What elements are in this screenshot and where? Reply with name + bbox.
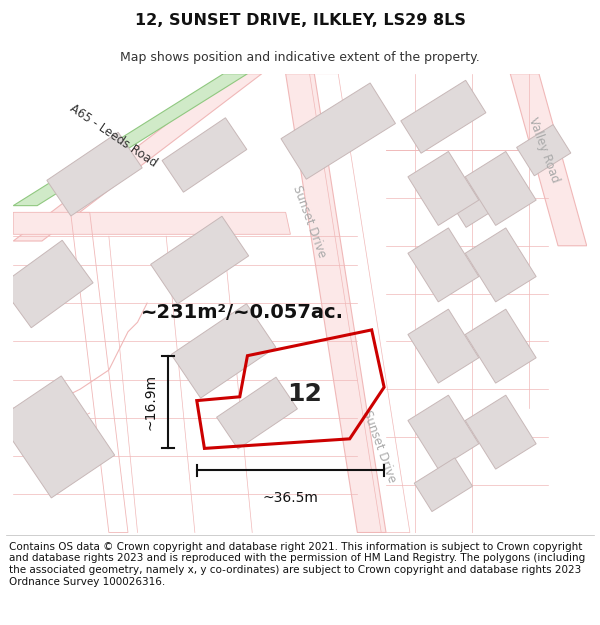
Text: Valley Road: Valley Road [526,116,562,184]
Text: Sunset Drive: Sunset Drive [360,409,398,484]
Polygon shape [408,151,479,226]
Polygon shape [448,169,515,228]
Polygon shape [13,213,290,234]
Polygon shape [408,395,479,469]
Text: 12, SUNSET DRIVE, ILKLEY, LS29 8LS: 12, SUNSET DRIVE, ILKLEY, LS29 8LS [134,13,466,28]
Polygon shape [162,118,247,192]
Text: Contains OS data © Crown copyright and database right 2021. This information is : Contains OS data © Crown copyright and d… [9,542,585,586]
Polygon shape [408,309,479,383]
Polygon shape [465,395,536,469]
Polygon shape [401,80,486,153]
Polygon shape [171,304,276,398]
Text: Map shows position and indicative extent of the property.: Map shows position and indicative extent… [120,51,480,64]
Text: 12: 12 [287,382,322,406]
Polygon shape [13,74,262,241]
Polygon shape [414,458,472,511]
Polygon shape [0,376,115,498]
Polygon shape [47,132,142,216]
Text: A65 - Leeds Road: A65 - Leeds Road [68,102,160,170]
Text: Sunset Drive: Sunset Drive [290,184,329,260]
Polygon shape [517,124,571,176]
Polygon shape [13,74,247,206]
Text: ~36.5m: ~36.5m [263,491,319,506]
Polygon shape [408,228,479,302]
Polygon shape [1,240,93,328]
Polygon shape [510,74,587,246]
Polygon shape [465,309,536,383]
Polygon shape [465,151,536,226]
Polygon shape [465,228,536,302]
Polygon shape [151,216,248,304]
Polygon shape [286,74,386,532]
Text: ~16.9m: ~16.9m [144,374,158,430]
Text: ~231m²/~0.057ac.: ~231m²/~0.057ac. [141,303,344,322]
Polygon shape [217,377,298,449]
Polygon shape [281,83,395,179]
